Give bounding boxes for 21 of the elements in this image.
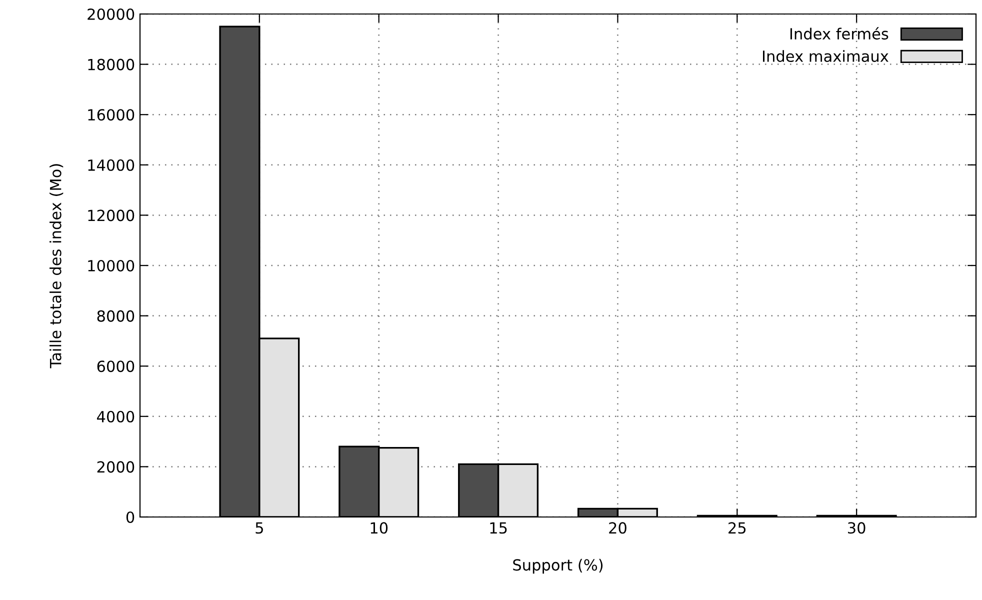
y-tick-label: 0: [126, 511, 134, 524]
y-tick-label: 6000: [97, 360, 134, 372]
x-tick-label: 30: [848, 522, 866, 534]
y-tick-label: 20000: [88, 8, 134, 20]
y-tick-label: 10000: [88, 260, 134, 272]
y-tick-label: 8000: [97, 310, 134, 322]
y-axis-title: Taille totale des index (Mo): [50, 164, 64, 368]
y-tick-label: 12000: [88, 210, 134, 222]
x-tick-label: 20: [609, 522, 626, 534]
legend-label: Index fermés: [790, 27, 888, 40]
y-tick-label: 4000: [97, 410, 134, 422]
legend-label: Index maximaux: [762, 50, 888, 62]
y-tick-label: 2000: [97, 461, 134, 473]
x-tick-label: 25: [728, 522, 746, 534]
y-tick-label: 14000: [88, 159, 134, 171]
x-tick-label: 15: [490, 522, 507, 534]
y-tick-label: 16000: [88, 109, 134, 121]
x-axis-title: Support (%): [513, 558, 603, 574]
x-tick-label: 10: [370, 522, 388, 534]
x-tick-label: 5: [256, 522, 263, 534]
y-tick-label: 18000: [88, 58, 134, 70]
